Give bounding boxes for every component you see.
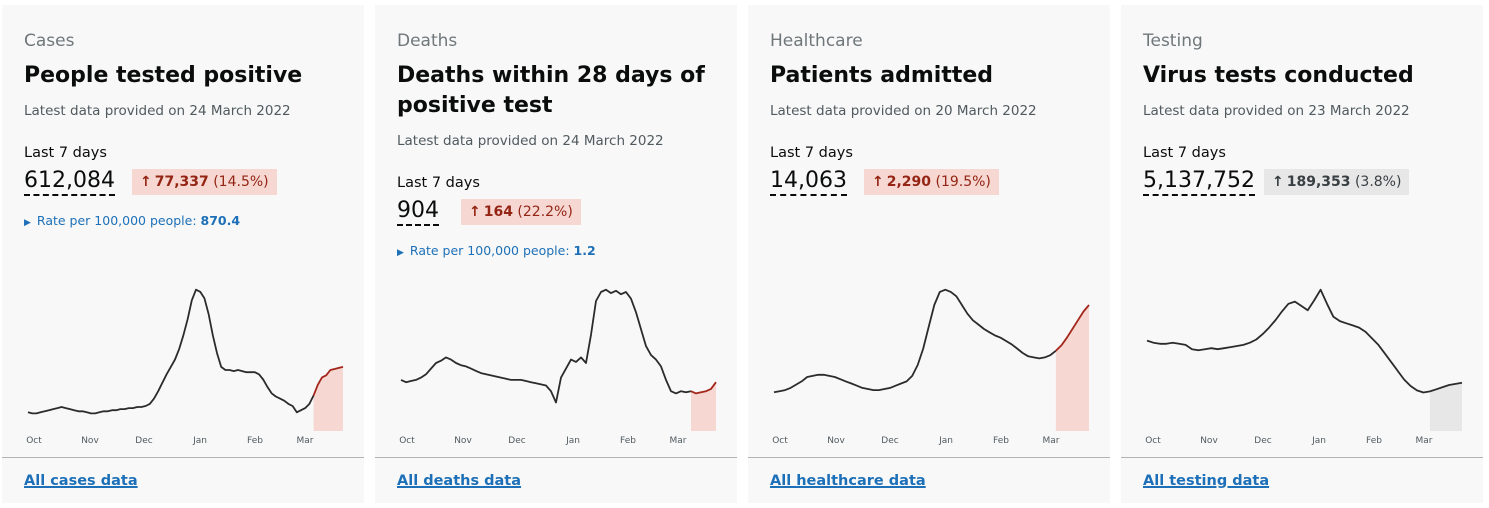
card-category: Deaths xyxy=(397,31,458,51)
change-percent: (14.5%) xyxy=(213,174,269,190)
x-tick-label: Nov xyxy=(454,436,472,446)
metric-value[interactable]: 904 xyxy=(397,198,439,226)
metric-label: Last 7 days xyxy=(1143,145,1226,161)
change-badge: ↑ 2,290 (19.5%) xyxy=(864,169,999,195)
recent-period-band xyxy=(313,366,343,431)
x-tick-label: Nov xyxy=(81,436,99,446)
change-percent: (22.2%) xyxy=(517,204,573,220)
x-tick-label: Feb xyxy=(620,436,636,446)
metric-value[interactable]: 612,084 xyxy=(24,168,115,196)
x-tick-label: Nov xyxy=(1200,436,1218,446)
all-healthcare-link[interactable]: All healthcare data xyxy=(770,473,926,489)
recent-period-band xyxy=(691,382,716,431)
rate-toggle[interactable]: ▶ Rate per 100,000 people: 1.2 xyxy=(397,243,596,258)
arrow-up-icon: ↑ xyxy=(140,174,152,190)
metric-label: Last 7 days xyxy=(397,175,480,191)
arrow-up-icon: ↑ xyxy=(1272,174,1284,190)
all-deaths-link[interactable]: All deaths data xyxy=(397,473,522,489)
testing-chart: Oct Nov Dec Jan Feb Mar xyxy=(1145,288,1463,446)
rate-label: Rate per 100,000 people: xyxy=(409,243,570,258)
change-value: 2,290 xyxy=(886,174,932,190)
card-title: Deaths within 28 days of positive test xyxy=(397,63,705,118)
x-tick-label: Jan xyxy=(192,436,207,446)
x-tick-label: Mar xyxy=(1416,436,1433,446)
x-tick-label: Feb xyxy=(1366,436,1382,446)
x-tick-label: Jan xyxy=(565,436,580,446)
arrow-up-icon: ↑ xyxy=(469,204,481,220)
card-category: Cases xyxy=(24,31,75,51)
metric-value[interactable]: 14,063 xyxy=(770,168,847,196)
card-footer: All testing data xyxy=(1121,457,1483,489)
card-footer: All deaths data xyxy=(375,457,737,489)
x-tick-label: Mar xyxy=(297,436,314,446)
x-tick-label: Mar xyxy=(1043,436,1060,446)
card-footer: All cases data xyxy=(2,457,364,489)
card-cases: Cases People tested positive Latest data… xyxy=(2,5,364,503)
series-line xyxy=(1146,288,1431,394)
card-title: Virus tests conducted xyxy=(1143,63,1414,88)
healthcare-chart: Oct Nov Dec Jan Feb Mar xyxy=(772,288,1090,446)
rate-value: 870.4 xyxy=(200,213,241,228)
rate-toggle[interactable]: ▶ Rate per 100,000 people: 870.4 xyxy=(24,213,240,228)
card-footer: All healthcare data xyxy=(748,457,1110,489)
x-tick-label: Oct xyxy=(399,436,415,446)
cases-chart: Oct Nov Dec Jan Feb Mar xyxy=(26,288,344,446)
latest-date: Latest data provided on 23 March 2022 xyxy=(1143,103,1410,119)
x-tick-label: Dec xyxy=(881,436,898,446)
change-percent: (19.5%) xyxy=(935,174,991,190)
change-badge: ↑ 77,337 (14.5%) xyxy=(132,169,277,195)
x-tick-label: Dec xyxy=(135,436,152,446)
x-tick-label: Feb xyxy=(247,436,263,446)
change-value: 77,337 xyxy=(154,174,209,190)
metric-label: Last 7 days xyxy=(24,145,107,161)
all-cases-link[interactable]: All cases data xyxy=(24,473,138,489)
x-tick-label: Jan xyxy=(938,436,953,446)
card-title: People tested positive xyxy=(24,63,303,88)
card-category: Testing xyxy=(1143,31,1203,51)
recent-series-line xyxy=(1429,381,1463,393)
metric-label: Last 7 days xyxy=(770,145,853,161)
change-value: 164 xyxy=(483,204,513,220)
metric-value[interactable]: 5,137,752 xyxy=(1143,168,1255,196)
card-testing: Testing Virus tests conducted Latest dat… xyxy=(1121,5,1483,503)
triangle-right-icon: ▶ xyxy=(397,248,404,258)
rate-label: Rate per 100,000 people: xyxy=(36,213,197,228)
x-tick-label: Dec xyxy=(1254,436,1271,446)
arrow-up-icon: ↑ xyxy=(872,174,884,190)
change-badge: ↑ 164 (22.2%) xyxy=(461,199,581,225)
card-title: Patients admitted xyxy=(770,63,994,88)
triangle-right-icon: ▶ xyxy=(24,218,31,228)
deaths-chart: Oct Nov Dec Jan Feb Mar xyxy=(399,288,717,446)
x-tick-label: Oct xyxy=(772,436,788,446)
change-value: 189,353 xyxy=(1286,174,1351,190)
x-tick-label: Jan xyxy=(1311,436,1326,446)
card-deaths: Deaths Deaths within 28 days of positive… xyxy=(375,5,737,503)
rate-value: 1.2 xyxy=(573,243,596,258)
x-tick-label: Mar xyxy=(670,436,687,446)
recent-series-line xyxy=(690,381,717,395)
series-line xyxy=(27,288,315,415)
latest-date: Latest data provided on 20 March 2022 xyxy=(770,103,1037,119)
latest-date: Latest data provided on 24 March 2022 xyxy=(24,103,291,119)
recent-period-band xyxy=(1055,305,1089,431)
series-line xyxy=(400,288,692,404)
card-category: Healthcare xyxy=(770,31,863,51)
all-testing-link[interactable]: All testing data xyxy=(1143,473,1270,489)
card-healthcare: Healthcare Patients admitted Latest data… xyxy=(748,5,1110,503)
recent-series-line xyxy=(312,366,344,396)
recent-period-band xyxy=(1429,382,1462,431)
recent-series-line xyxy=(1055,304,1090,352)
change-percent: (3.8%) xyxy=(1354,174,1402,190)
x-tick-label: Feb xyxy=(993,436,1009,446)
latest-date: Latest data provided on 24 March 2022 xyxy=(397,133,664,149)
x-tick-label: Oct xyxy=(26,436,42,446)
series-line xyxy=(773,288,1057,394)
x-tick-label: Nov xyxy=(827,436,845,446)
change-badge: ↑ 189,353 (3.8%) xyxy=(1264,169,1410,195)
x-tick-label: Dec xyxy=(508,436,525,446)
x-tick-label: Oct xyxy=(1145,436,1161,446)
